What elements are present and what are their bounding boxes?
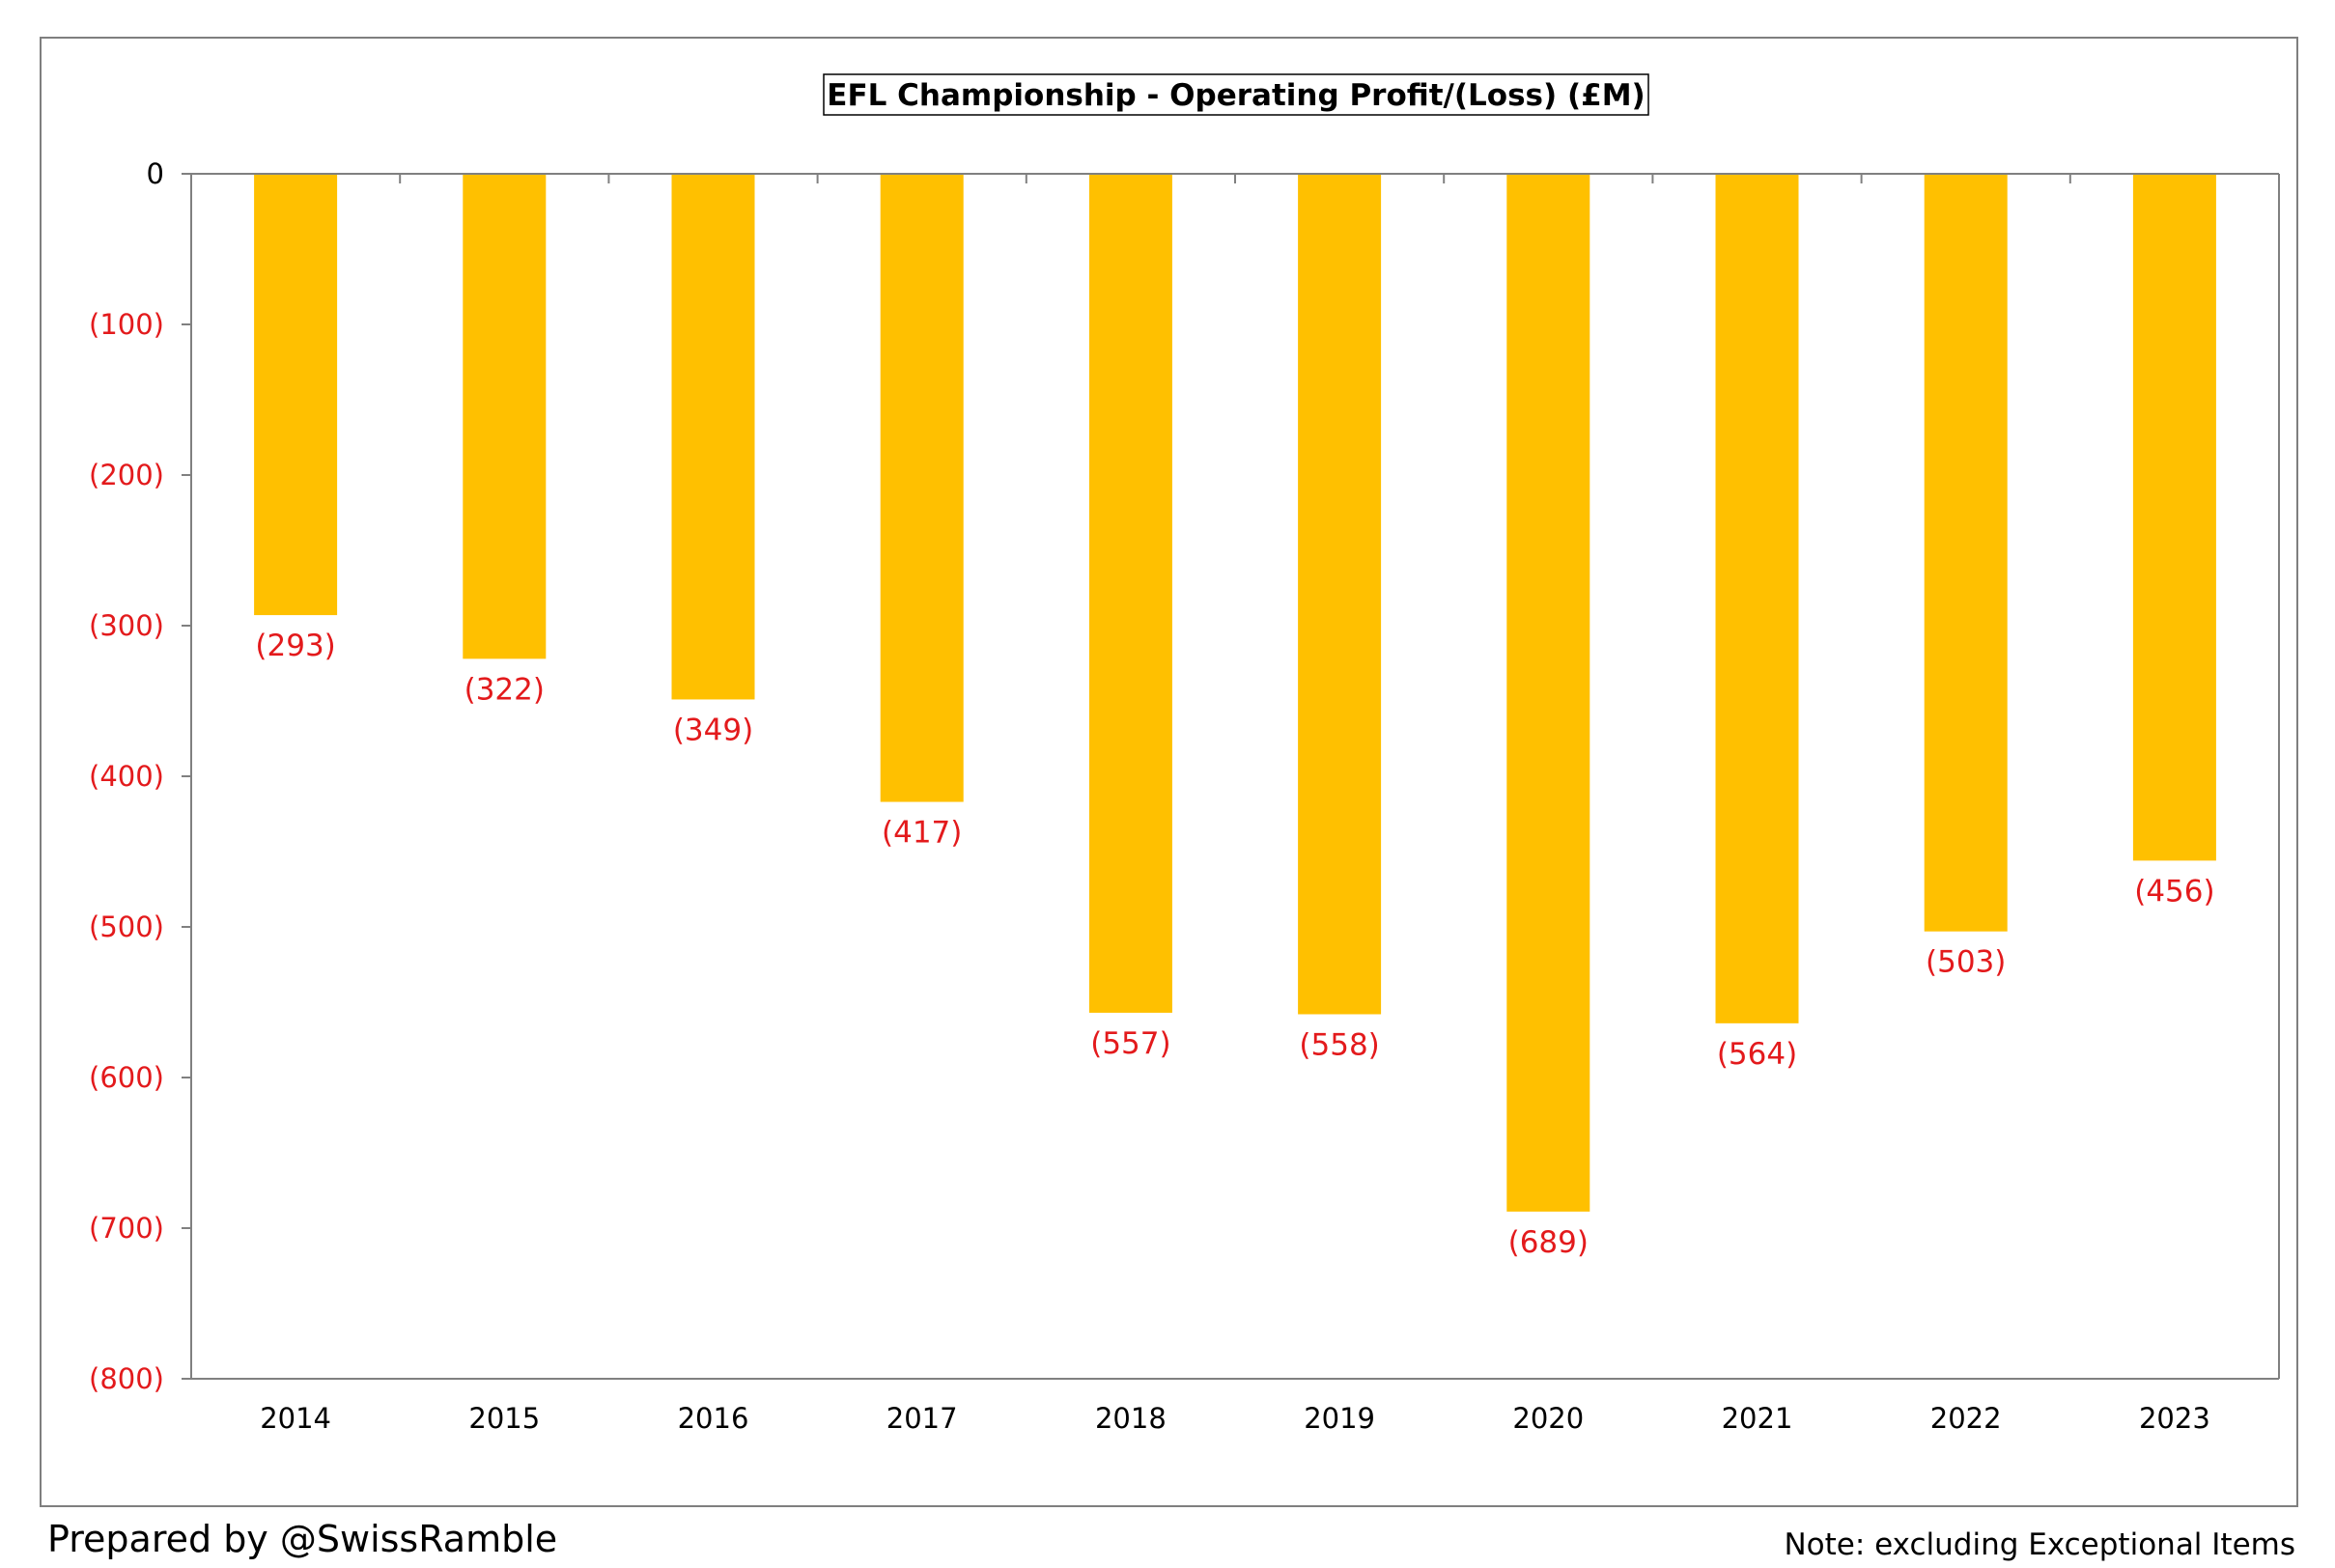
y-tick-label: 0 xyxy=(147,157,164,190)
bar-2023 xyxy=(2132,174,2216,861)
bar-2014 xyxy=(254,174,338,616)
bar-2015 xyxy=(463,174,547,659)
data-label: (456) xyxy=(2134,874,2214,909)
data-label: (557) xyxy=(1090,1026,1170,1061)
chart-title: EFL Championship - Operating Profit/(Los… xyxy=(827,78,1645,113)
y-tick-label: (200) xyxy=(89,459,164,491)
x-tick-label: 2016 xyxy=(678,1402,749,1435)
data-label: (322) xyxy=(464,672,545,707)
axes-layer xyxy=(182,173,2280,1380)
x-tick-label: 2019 xyxy=(1304,1402,1375,1435)
chart-title-border xyxy=(823,73,1649,116)
footer-credit: Prepared by @SwissRamble xyxy=(47,1518,558,1560)
x-tick-label: 2020 xyxy=(1512,1402,1584,1435)
data-label: (689) xyxy=(1508,1225,1589,1260)
data-label: (293) xyxy=(255,629,335,663)
data-label: (503) xyxy=(1926,945,2006,980)
y-tick-label: (300) xyxy=(89,609,164,642)
bar-2017 xyxy=(880,174,964,802)
bar-2016 xyxy=(671,174,755,700)
x-tick-label: 2022 xyxy=(1930,1402,2002,1435)
y-tick-label: (700) xyxy=(89,1212,164,1245)
bar-2021 xyxy=(1715,174,1799,1023)
y-tick-label: (600) xyxy=(89,1061,164,1094)
x-tick-label: 2015 xyxy=(468,1402,540,1435)
labels-layer: 0 (100) (200) (300) (400) (500) (600) (700) (800… xyxy=(89,157,2215,1435)
y-tick-label: (400) xyxy=(89,760,164,793)
bar-2022 xyxy=(1924,174,2008,932)
x-tick-label: 2014 xyxy=(260,1402,331,1435)
data-label: (417) xyxy=(882,816,962,851)
x-tick-label: 2017 xyxy=(886,1402,958,1435)
x-tick-label: 2023 xyxy=(2139,1402,2210,1435)
bar-2019 xyxy=(1298,174,1382,1015)
y-tick-label: (800) xyxy=(89,1362,164,1395)
x-tick-label: 2021 xyxy=(1722,1402,1793,1435)
y-tick-label: (500) xyxy=(89,910,164,943)
chart-title-box: EFL Championship - Operating Profit/(Los… xyxy=(823,73,1649,116)
bars-layer xyxy=(254,174,2216,1212)
data-label: (564) xyxy=(1717,1037,1797,1072)
bar-2020 xyxy=(1506,174,1590,1212)
data-label: (349) xyxy=(673,713,753,747)
footer-note: Note: excluding Exceptional Items xyxy=(1784,1527,2295,1562)
y-tick-label: (100) xyxy=(89,308,164,341)
x-tick-label: 2018 xyxy=(1095,1402,1167,1435)
bar-2018 xyxy=(1088,174,1172,1013)
data-label: (558) xyxy=(1299,1027,1379,1062)
